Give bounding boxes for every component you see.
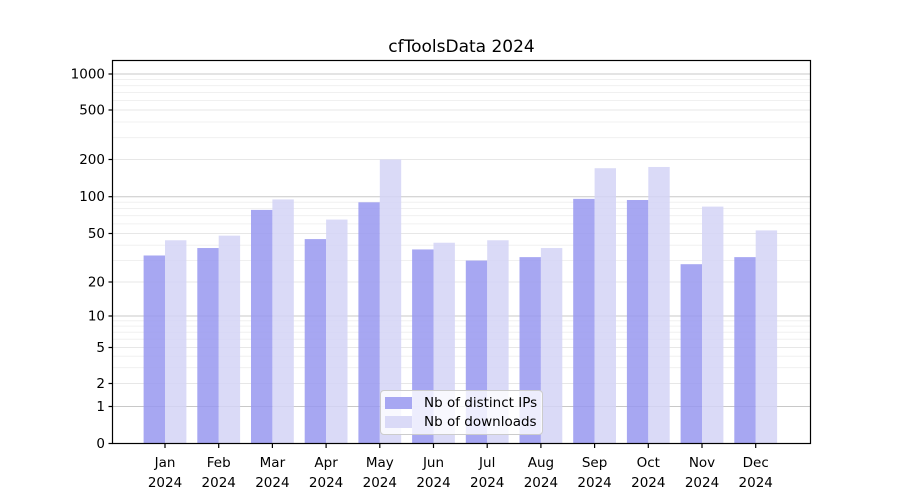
legend: Nb of distinct IPs Nb of downloads <box>380 390 543 435</box>
x-tick-label-month: Apr <box>314 455 338 471</box>
bar-distinct-ips <box>304 239 327 444</box>
bar-downloads <box>379 159 402 444</box>
bar-distinct-ips <box>734 257 756 444</box>
x-tick-label-year: 2024 <box>363 475 397 491</box>
y-tick-label: 1 <box>96 399 105 415</box>
bar-downloads <box>755 230 778 444</box>
chart-title: cfToolsData 2024 <box>388 37 535 57</box>
x-tick-label-year: 2024 <box>148 475 182 491</box>
x-tick-label-year: 2024 <box>416 475 450 491</box>
x-tick-label-month: Mar <box>260 455 286 471</box>
x-tick-label-year: 2024 <box>739 475 773 491</box>
x-tick-label-month: Jul <box>478 455 495 471</box>
bar-downloads <box>218 235 241 444</box>
y-tick-label: 200 <box>79 152 105 168</box>
bar-distinct-ips <box>251 209 273 444</box>
x-tick-label-year: 2024 <box>202 475 236 491</box>
bar-distinct-ips <box>680 264 702 444</box>
x-tick-label-year: 2024 <box>524 475 558 491</box>
y-tick-label: 100 <box>79 189 105 205</box>
x-tick-label-year: 2024 <box>255 475 289 491</box>
y-tick-label: 20 <box>88 275 105 291</box>
x-tick-label-year: 2024 <box>685 475 719 491</box>
y-tick-label: 500 <box>79 103 105 119</box>
y-tick-label: 50 <box>88 226 105 242</box>
bar-downloads <box>594 168 616 444</box>
bar-downloads <box>272 199 294 444</box>
bar-downloads <box>165 240 187 444</box>
bar-distinct-ips <box>626 199 649 444</box>
x-tick-label-year: 2024 <box>577 475 611 491</box>
x-tick-label-month: Sep <box>582 455 607 471</box>
legend-item-downloads: Nb of downloads <box>385 413 537 430</box>
bar-distinct-ips <box>197 248 219 444</box>
x-tick-label-month: Oct <box>637 455 660 471</box>
x-tick-label-month: Dec <box>743 455 769 471</box>
y-tick-label: 5 <box>96 340 105 356</box>
bar-downloads <box>326 219 348 444</box>
x-tick-label-month: Jun <box>422 455 444 471</box>
legend-swatch-distinct-ips <box>385 397 412 409</box>
x-tick-label-month: Nov <box>689 455 715 471</box>
bar-downloads <box>648 166 670 444</box>
y-tick-label: 0 <box>96 436 105 452</box>
legend-swatch-downloads <box>385 416 412 428</box>
x-tick-label-year: 2024 <box>309 475 343 491</box>
legend-item-distinct-ips: Nb of distinct IPs <box>385 394 538 411</box>
x-tick-label-month: May <box>366 455 394 471</box>
legend-label-distinct-ips: Nb of distinct IPs <box>424 394 538 411</box>
y-tick-label: 1000 <box>71 67 105 83</box>
x-tick-label-month: Aug <box>528 455 554 471</box>
plot-border <box>111 59 812 445</box>
x-tick-label-month: Jan <box>154 455 176 471</box>
bar-downloads <box>540 248 563 444</box>
x-tick-label-month: Feb <box>207 455 231 471</box>
legend-label-downloads: Nb of downloads <box>424 413 537 430</box>
x-tick-label-year: 2024 <box>631 475 665 491</box>
bar-distinct-ips <box>143 255 165 444</box>
y-tick-label: 10 <box>88 309 105 325</box>
bar-distinct-ips <box>573 198 595 444</box>
bar-distinct-ips <box>358 202 380 444</box>
x-tick-label-year: 2024 <box>470 475 504 491</box>
bar-downloads <box>702 206 724 444</box>
y-tick-label: 2 <box>96 376 105 392</box>
